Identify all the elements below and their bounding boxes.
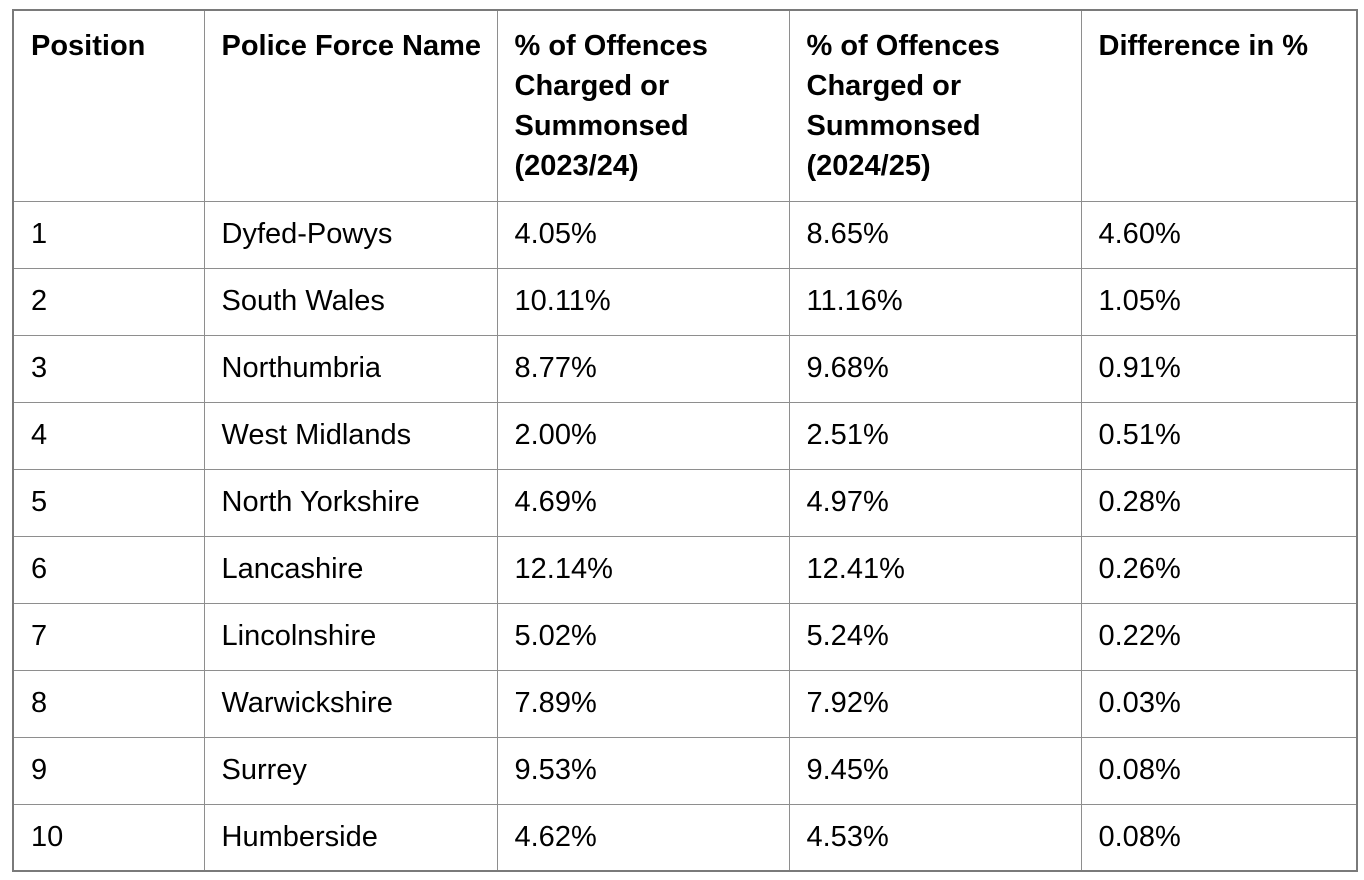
table-header: Position Police Force Name % of Offences… xyxy=(12,9,1358,202)
table-row: 1 Dyfed-Powys 4.05% 8.65% 4.60% xyxy=(12,200,1358,269)
pct-2023-24-cell: 2.00% xyxy=(496,401,790,470)
pct-2023-24-cell: 7.89% xyxy=(496,669,790,738)
column-header-force-name: Police Force Name xyxy=(203,9,498,202)
pct-2024-25-cell: 8.65% xyxy=(788,200,1082,269)
position-cell: 4 xyxy=(12,401,205,470)
pct-2023-24-cell: 4.05% xyxy=(496,200,790,269)
difference-cell: 0.91% xyxy=(1080,334,1358,403)
table-row: 6 Lancashire 12.14% 12.41% 0.26% xyxy=(12,535,1358,604)
pct-2024-25-cell: 9.45% xyxy=(788,736,1082,805)
position-cell: 10 xyxy=(12,803,205,872)
pct-2024-25-cell: 2.51% xyxy=(788,401,1082,470)
difference-cell: 0.51% xyxy=(1080,401,1358,470)
pct-2023-24-cell: 4.69% xyxy=(496,468,790,537)
force-name-cell: Lancashire xyxy=(203,535,498,604)
pct-2024-25-cell: 12.41% xyxy=(788,535,1082,604)
table-row: 5 North Yorkshire 4.69% 4.97% 0.28% xyxy=(12,468,1358,537)
column-header-difference: Difference in % xyxy=(1080,9,1358,202)
force-name-cell: West Midlands xyxy=(203,401,498,470)
difference-cell: 0.08% xyxy=(1080,736,1358,805)
column-header-position: Position xyxy=(12,9,205,202)
table-row: 3 Northumbria 8.77% 9.68% 0.91% xyxy=(12,334,1358,403)
pct-2024-25-cell: 7.92% xyxy=(788,669,1082,738)
pct-2024-25-cell: 9.68% xyxy=(788,334,1082,403)
pct-2024-25-cell: 11.16% xyxy=(788,267,1082,336)
table-row: 8 Warwickshire 7.89% 7.92% 0.03% xyxy=(12,669,1358,738)
force-name-cell: Northumbria xyxy=(203,334,498,403)
difference-cell: 0.22% xyxy=(1080,602,1358,671)
position-cell: 7 xyxy=(12,602,205,671)
table-row: 9 Surrey 9.53% 9.45% 0.08% xyxy=(12,736,1358,805)
position-cell: 5 xyxy=(12,468,205,537)
force-name-cell: North Yorkshire xyxy=(203,468,498,537)
difference-cell: 0.26% xyxy=(1080,535,1358,604)
position-cell: 3 xyxy=(12,334,205,403)
table-row: 4 West Midlands 2.00% 2.51% 0.51% xyxy=(12,401,1358,470)
position-cell: 1 xyxy=(12,200,205,269)
header-row: Position Police Force Name % of Offences… xyxy=(12,9,1358,202)
difference-cell: 4.60% xyxy=(1080,200,1358,269)
position-cell: 2 xyxy=(12,267,205,336)
pct-2024-25-cell: 4.97% xyxy=(788,468,1082,537)
table-row: 7 Lincolnshire 5.02% 5.24% 0.22% xyxy=(12,602,1358,671)
police-force-charge-rate-table: Position Police Force Name % of Offences… xyxy=(12,9,1358,872)
difference-cell: 0.28% xyxy=(1080,468,1358,537)
pct-2023-24-cell: 10.11% xyxy=(496,267,790,336)
table-row: 10 Humberside 4.62% 4.53% 0.08% xyxy=(12,803,1358,872)
difference-cell: 1.05% xyxy=(1080,267,1358,336)
table-body: 1 Dyfed-Powys 4.05% 8.65% 4.60% 2 South … xyxy=(12,200,1358,872)
position-cell: 9 xyxy=(12,736,205,805)
pct-2023-24-cell: 12.14% xyxy=(496,535,790,604)
force-name-cell: Surrey xyxy=(203,736,498,805)
force-name-cell: Warwickshire xyxy=(203,669,498,738)
pct-2023-24-cell: 5.02% xyxy=(496,602,790,671)
force-name-cell: Dyfed-Powys xyxy=(203,200,498,269)
column-header-pct-2023-24: % of Offences Charged or Summonsed (2023… xyxy=(496,9,790,202)
pct-2024-25-cell: 4.53% xyxy=(788,803,1082,872)
force-name-cell: South Wales xyxy=(203,267,498,336)
position-cell: 8 xyxy=(12,669,205,738)
table-row: 2 South Wales 10.11% 11.16% 1.05% xyxy=(12,267,1358,336)
pct-2023-24-cell: 8.77% xyxy=(496,334,790,403)
force-name-cell: Humberside xyxy=(203,803,498,872)
force-name-cell: Lincolnshire xyxy=(203,602,498,671)
column-header-pct-2024-25: % of Offences Charged or Summonsed (2024… xyxy=(788,9,1082,202)
pct-2023-24-cell: 9.53% xyxy=(496,736,790,805)
difference-cell: 0.03% xyxy=(1080,669,1358,738)
pct-2024-25-cell: 5.24% xyxy=(788,602,1082,671)
position-cell: 6 xyxy=(12,535,205,604)
difference-cell: 0.08% xyxy=(1080,803,1358,872)
pct-2023-24-cell: 4.62% xyxy=(496,803,790,872)
